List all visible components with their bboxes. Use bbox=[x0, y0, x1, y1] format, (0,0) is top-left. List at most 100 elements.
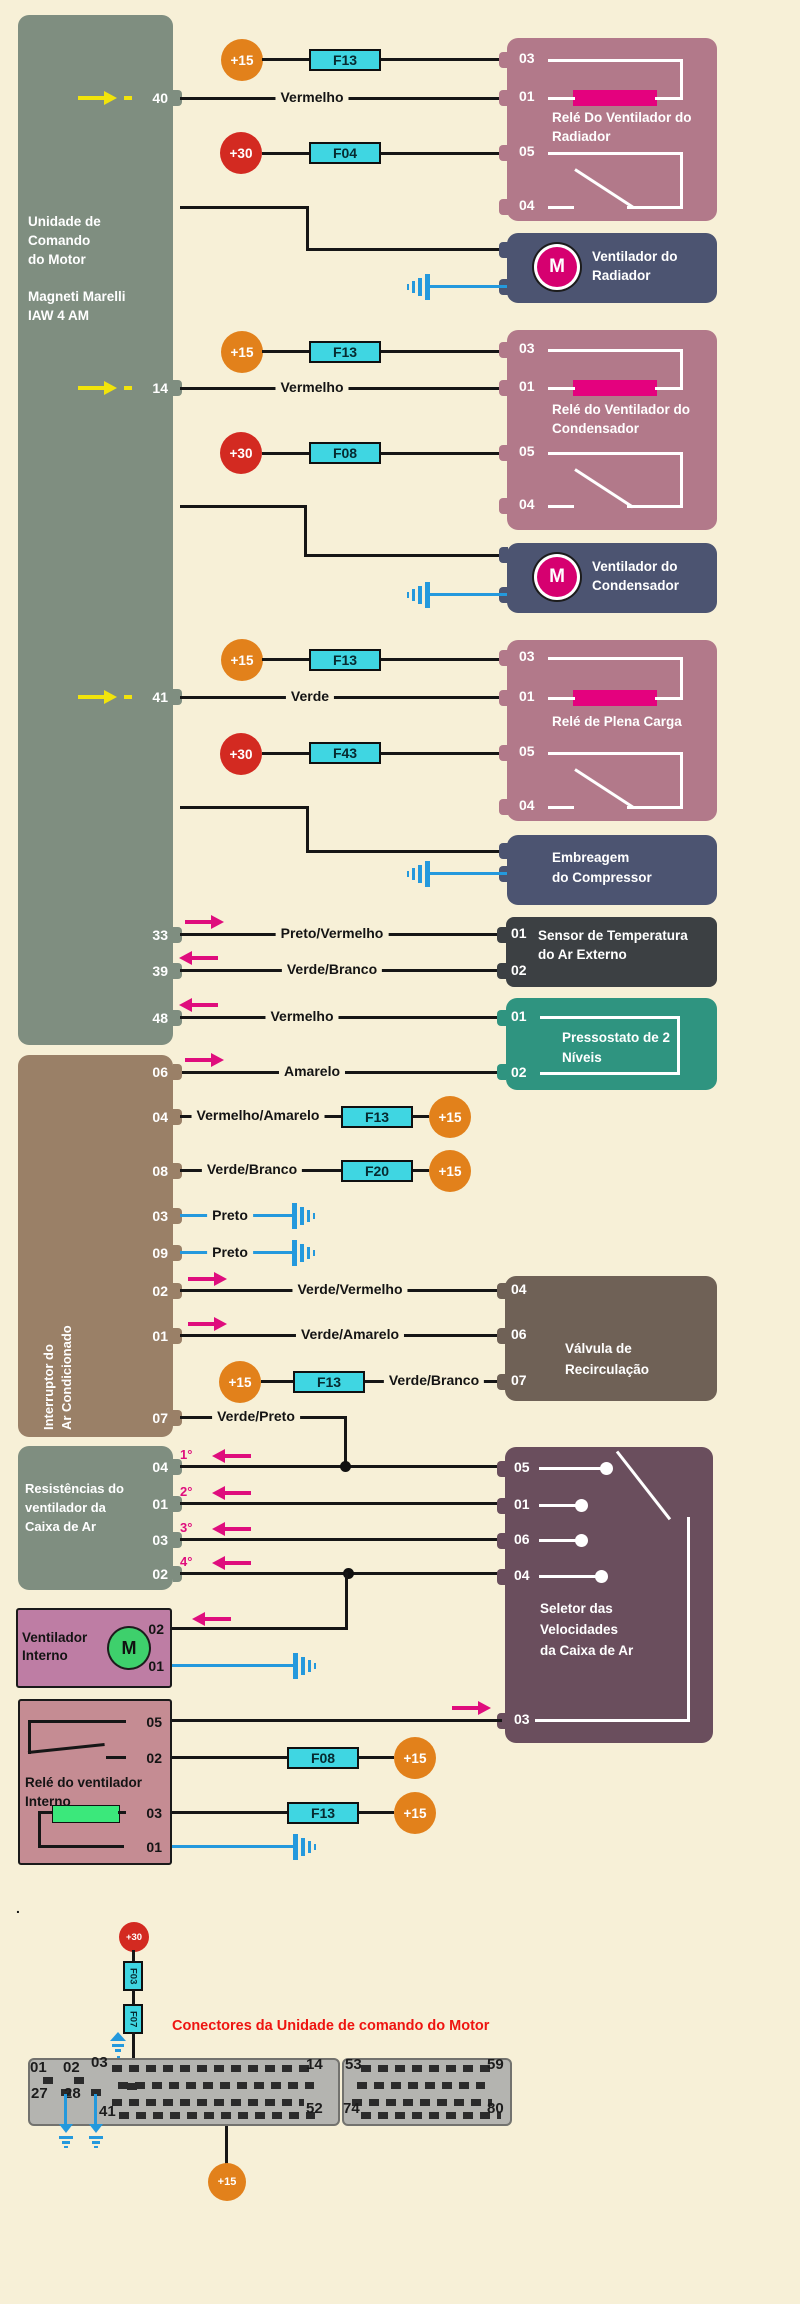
wire bbox=[381, 752, 507, 755]
wire bbox=[180, 206, 309, 209]
ground-icon bbox=[292, 1203, 315, 1229]
fuse-f07: F07 bbox=[123, 2004, 143, 2034]
embreagem-box bbox=[507, 835, 717, 905]
ecu-pin-33: 33 bbox=[152, 927, 168, 943]
valvula-title: Válvula de Recirculação bbox=[565, 1341, 650, 1377]
relay-pin: 03 bbox=[519, 340, 535, 356]
fuse-f03: F03 bbox=[123, 1961, 143, 1991]
vent-interno-pin: 02 bbox=[148, 1621, 164, 1637]
interruptor-pin-04: 04 bbox=[152, 1109, 168, 1125]
connector-label-03: 03 bbox=[91, 2054, 108, 2071]
interruptor-notch bbox=[173, 1410, 182, 1426]
wire-label: Verde/Amarelo bbox=[295, 1326, 405, 1343]
sensor-pin: 02 bbox=[511, 962, 527, 978]
ecu-title: Unidade de Comando do Motor bbox=[28, 214, 101, 267]
wire-label: Preto bbox=[207, 1207, 253, 1224]
relay-internal bbox=[680, 152, 683, 209]
fuse-f13: F13 bbox=[309, 49, 381, 71]
wire bbox=[262, 452, 309, 455]
wire bbox=[413, 1169, 429, 1172]
pressostato-notch bbox=[497, 1064, 506, 1080]
relay-internal bbox=[548, 452, 682, 455]
seletor-pin: 05 bbox=[514, 1459, 530, 1475]
relay-internal bbox=[680, 657, 683, 700]
relay-notch bbox=[499, 199, 508, 215]
motor-icon: M bbox=[537, 247, 577, 287]
relay-internal bbox=[548, 206, 574, 209]
relay-internal bbox=[548, 505, 574, 508]
interruptor-notch bbox=[173, 1328, 182, 1344]
ecu-pin-48: 48 bbox=[152, 1010, 168, 1026]
ground-icon bbox=[292, 1240, 315, 1266]
interruptor-notch bbox=[173, 1208, 182, 1224]
resistencias-notch bbox=[173, 1566, 182, 1582]
signal-arrow-icon bbox=[192, 956, 218, 960]
relay-internal bbox=[655, 697, 682, 700]
connector-label-28: 28 bbox=[64, 2085, 81, 2102]
rele-vi-coil bbox=[52, 1805, 120, 1823]
relay-pin: 05 bbox=[519, 443, 535, 459]
connector-pins-row bbox=[361, 2065, 491, 2072]
speed-arrow-icon bbox=[225, 1561, 251, 1565]
valvula-box bbox=[505, 1276, 717, 1401]
ground-wire bbox=[430, 285, 507, 288]
relay-notch bbox=[499, 342, 508, 358]
ground-wire bbox=[172, 1664, 293, 1667]
relay-pin: 04 bbox=[519, 197, 535, 213]
resistencias-pin: 01 bbox=[152, 1496, 168, 1512]
wire-label: Verde/Branco bbox=[201, 1161, 303, 1178]
relay-internal bbox=[680, 452, 683, 508]
relay-pin: 03 bbox=[519, 648, 535, 664]
relay-coil bbox=[573, 380, 657, 396]
plus15-terminal: +15 bbox=[429, 1150, 471, 1192]
pressostato-internal bbox=[677, 1016, 680, 1075]
resistencias-title: Resistências do ventilador da Caixa de Ar bbox=[25, 1481, 124, 1534]
arrow-dash bbox=[124, 96, 132, 100]
signal-arrow-icon bbox=[452, 1706, 478, 1710]
seletor-title: Seletor das Velocidades da Caixa de Ar bbox=[540, 1601, 634, 1658]
interruptor-pin-03: 03 bbox=[152, 1208, 168, 1224]
ecu-box bbox=[18, 15, 173, 1045]
relay-notch bbox=[499, 745, 508, 761]
wire-label: Vermelho/Amarelo bbox=[191, 1107, 325, 1124]
relay-internal bbox=[655, 97, 682, 100]
connector-pins-row bbox=[118, 2082, 314, 2089]
speed-label: 2° bbox=[180, 1484, 193, 1499]
ground-down-icon bbox=[89, 2124, 103, 2148]
seletor-notch bbox=[497, 1498, 506, 1514]
wire bbox=[359, 1811, 394, 1814]
speed-label: 1° bbox=[180, 1447, 193, 1462]
wire bbox=[262, 350, 309, 353]
wire bbox=[132, 1990, 135, 2006]
resistencias-notch bbox=[173, 1532, 182, 1548]
rele-vi-internal bbox=[28, 1720, 126, 1723]
seletor-notch bbox=[497, 1461, 506, 1477]
interruptor-box bbox=[18, 1055, 173, 1437]
rele-vi-title: Relé do ventilador Interno bbox=[25, 1775, 143, 1809]
signal-arrow-icon bbox=[205, 1617, 231, 1621]
sensor-temp-title: Sensor de Temperatura do Ar Externo bbox=[538, 928, 688, 962]
vent-interno-title: Ventilador Interno bbox=[22, 1630, 88, 1663]
rele-vi-pin: 02 bbox=[146, 1750, 162, 1766]
seletor-pin: 06 bbox=[514, 1531, 530, 1547]
ground-wire bbox=[94, 2094, 97, 2126]
ecu-pin-notch bbox=[173, 90, 182, 106]
wire-label: Vermelho bbox=[275, 89, 349, 106]
pressostato-internal bbox=[540, 1016, 680, 1019]
ecu-pin-39: 39 bbox=[152, 963, 168, 979]
resistencias-pin: 04 bbox=[152, 1459, 168, 1475]
wire bbox=[262, 58, 309, 61]
ecu-pin-notch bbox=[173, 963, 182, 979]
wire-label: Verde bbox=[285, 688, 335, 705]
junction-dot bbox=[340, 1461, 351, 1472]
seletor-box bbox=[505, 1447, 713, 1743]
wire bbox=[381, 58, 507, 61]
valvula-pin: 07 bbox=[511, 1372, 527, 1388]
footnote-dot: . bbox=[16, 1900, 20, 1916]
connector-label-80: 80 bbox=[487, 2100, 504, 2117]
junction-dot bbox=[343, 1568, 354, 1579]
speed-arrow-icon bbox=[225, 1454, 251, 1458]
relay-internal bbox=[627, 206, 682, 209]
plus30-terminal: +30 bbox=[220, 132, 262, 174]
fan-condensador-title: Ventilador do Condensador bbox=[592, 559, 680, 593]
